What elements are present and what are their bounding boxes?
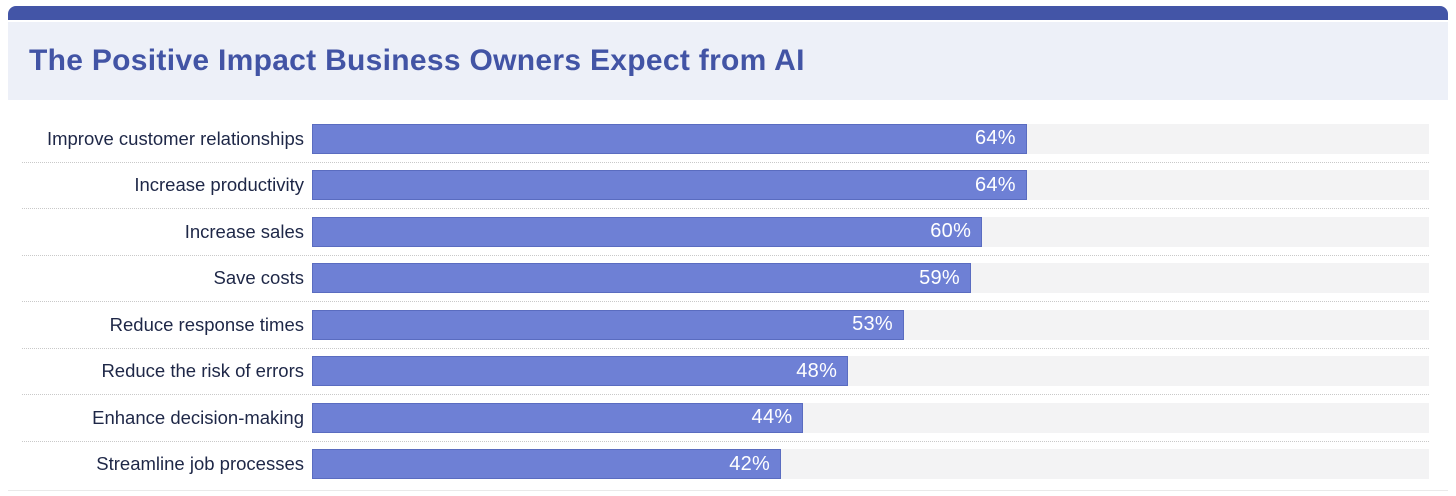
category-label: Enhance decision-making bbox=[92, 406, 304, 428]
value-label: 64% bbox=[974, 127, 1016, 150]
value-label: 48% bbox=[796, 359, 838, 382]
chart-row: Increase productivity 64% bbox=[22, 161, 1429, 209]
value-label: 59% bbox=[919, 266, 961, 289]
chart-row: Reduce response times 53% bbox=[22, 301, 1429, 348]
bar: 59% bbox=[312, 263, 972, 294]
top-accent-strip bbox=[8, 6, 1448, 20]
chart-row: Improve customer relationships 64% bbox=[22, 116, 1429, 162]
chart-card: The Positive Impact Business Owners Expe… bbox=[8, 6, 1448, 487]
bar-chart: Improve customer relationships 64% Incre… bbox=[8, 100, 1448, 487]
value-label: 42% bbox=[729, 452, 771, 475]
value-label: 44% bbox=[751, 406, 793, 429]
chart-row: Streamline job processes 42% bbox=[22, 440, 1429, 488]
bar-track: 42% bbox=[312, 449, 1429, 480]
bar-track: 64% bbox=[312, 170, 1429, 201]
bar: 64% bbox=[312, 170, 1027, 201]
card-bottom-edge bbox=[8, 490, 1448, 491]
value-label: 60% bbox=[930, 220, 972, 243]
bar-track: 64% bbox=[312, 123, 1429, 154]
category-label: Increase sales bbox=[184, 220, 304, 242]
bar: 42% bbox=[312, 449, 782, 480]
chart-row: Reduce the risk of errors 48% bbox=[22, 347, 1429, 395]
chart-rows: Improve customer relationships 64% Incre… bbox=[22, 116, 1429, 487]
bar-track: 44% bbox=[312, 402, 1429, 433]
category-label: Save costs bbox=[213, 267, 305, 289]
bar: 44% bbox=[312, 402, 804, 433]
bar-track: 48% bbox=[312, 356, 1429, 387]
bar: 53% bbox=[312, 309, 904, 340]
category-label: Increase productivity bbox=[134, 174, 304, 196]
chart-row: Increase sales 60% bbox=[22, 208, 1429, 255]
chart-row: Save costs 59% bbox=[22, 254, 1429, 302]
category-label: Improve customer relationships bbox=[46, 127, 304, 149]
chart-title: The Positive Impact Business Owners Expe… bbox=[29, 44, 805, 77]
bar-track: 53% bbox=[312, 309, 1429, 340]
bar: 60% bbox=[312, 216, 983, 247]
bar: 48% bbox=[312, 356, 849, 387]
category-label: Reduce the risk of errors bbox=[101, 360, 304, 382]
bar: 64% bbox=[312, 123, 1027, 154]
chart-header: The Positive Impact Business Owners Expe… bbox=[8, 22, 1448, 100]
bar-track: 59% bbox=[312, 263, 1429, 294]
category-label: Streamline job processes bbox=[96, 453, 304, 475]
value-label: 53% bbox=[852, 313, 893, 336]
chart-row: Enhance decision-making 44% bbox=[22, 394, 1429, 441]
bar-track: 60% bbox=[312, 216, 1429, 247]
value-label: 64% bbox=[974, 173, 1016, 196]
category-label: Reduce response times bbox=[109, 313, 304, 335]
